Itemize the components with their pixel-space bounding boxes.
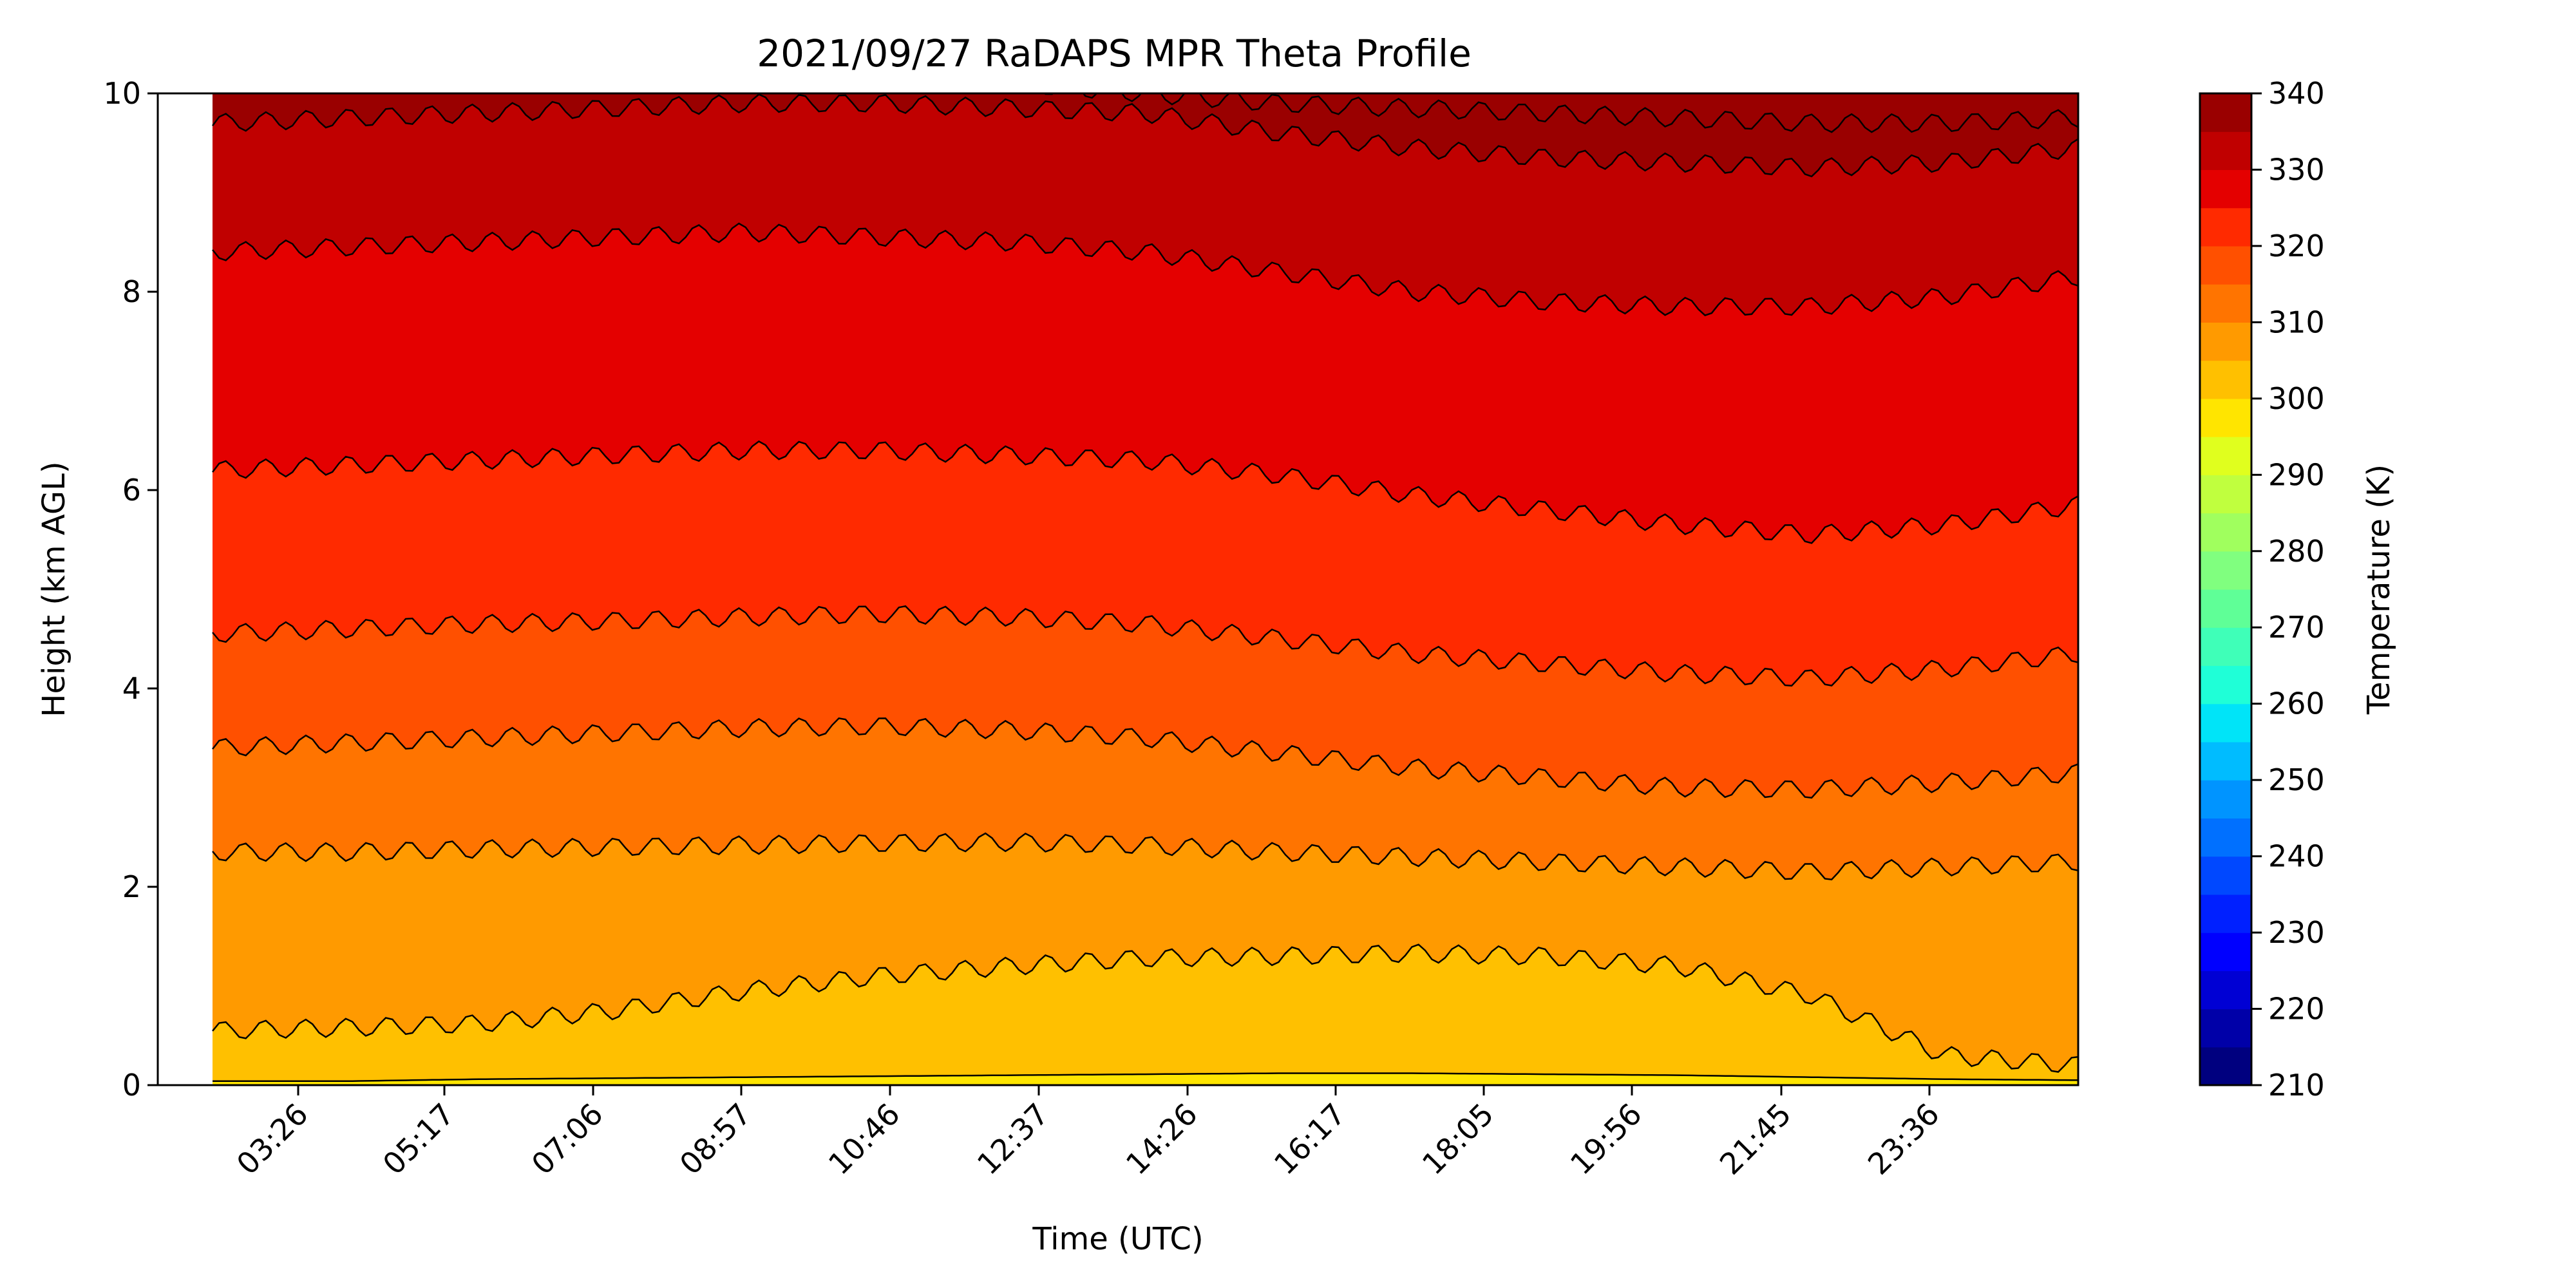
- x-axis: 03:26 05:17 07:06 08:57 10:46 12:37 14:26 16:17…: [230, 1085, 1946, 1182]
- contour-line-295: [213, 1072, 2078, 1083]
- x-axis-label: Time (UTC): [1032, 1221, 1203, 1257]
- colorbar-segment: [2200, 665, 2251, 705]
- colorbar-segment: [2200, 627, 2251, 667]
- contour-line-300: [212, 943, 2078, 1073]
- contour-line-335: [1043, 93, 2078, 133]
- x-tick-label: 18:05: [1416, 1097, 1501, 1182]
- colorbar-frame: [2199, 92, 2253, 1086]
- colorbar-tick-label: 270: [2268, 610, 2325, 645]
- colorbar-segment: [2200, 131, 2251, 171]
- x-tick-label: 16:17: [1267, 1097, 1352, 1182]
- colorbar-segment: [2200, 933, 2251, 971]
- colorbar-segment: [2200, 322, 2251, 361]
- band-340: [213, 93, 2078, 133]
- colorbar-segment: [2200, 207, 2251, 247]
- colorbar-segment: [2200, 1009, 2251, 1048]
- colorbar-segment: [2200, 856, 2251, 895]
- contour-bands: [213, 93, 2078, 1085]
- colorbar-tick-label: 300: [2268, 381, 2325, 416]
- colorbar-tick-label: 210: [2268, 1068, 2325, 1103]
- contour-line-315: [212, 605, 2078, 687]
- x-tick-label: 12:37: [971, 1097, 1056, 1182]
- colorbar-segment: [2200, 169, 2251, 209]
- colorbar-segment: [2200, 589, 2251, 628]
- colorbar-tick-label: 340: [2268, 76, 2325, 111]
- colorbar-segment: [2200, 360, 2251, 399]
- colorbar-tick-label: 220: [2268, 992, 2325, 1027]
- colorbar-tick-label: 230: [2268, 915, 2325, 950]
- colorbar-label: Temperature (K): [2361, 464, 2397, 715]
- colorbar-segment: [2200, 780, 2251, 819]
- x-tick-label: 10:46: [822, 1097, 907, 1182]
- colorbar-segment: [2200, 703, 2251, 743]
- colorbar-segment: [2200, 245, 2251, 285]
- colorbar-tick-label: 280: [2268, 534, 2325, 569]
- contour-line-305: [212, 832, 2078, 881]
- contour-line-320: [212, 440, 2078, 544]
- band-335: [213, 93, 2078, 176]
- colorbar-segment: [2200, 551, 2251, 590]
- x-tick-label: 21:45: [1713, 1097, 1798, 1182]
- y-tick-label: 6: [122, 473, 141, 507]
- x-tick-label: 03:26: [230, 1097, 315, 1182]
- x-tick-label: 23:36: [1861, 1097, 1946, 1182]
- contour-line-325: [212, 222, 2078, 317]
- y-tick-label: 4: [122, 671, 141, 706]
- contour-line-330: [212, 93, 2078, 178]
- y-axis: 0 2 4 6 8 10: [103, 76, 158, 1103]
- y-tick-label: 2: [122, 869, 141, 904]
- colorbar: 210 220 230 240 250 260 270 280 290 300 310 320 330 3…: [2199, 76, 2325, 1103]
- colorbar-tick-label: 240: [2268, 839, 2325, 874]
- y-tick-label: 8: [122, 274, 141, 309]
- colorbar-tick-label: 320: [2268, 229, 2325, 263]
- colorbar-segment: [2200, 741, 2251, 781]
- colorbar-tick-label: 330: [2268, 152, 2325, 187]
- colorbar-segment: [2200, 513, 2251, 552]
- colorbar-tick-label: 310: [2268, 305, 2325, 339]
- x-tick-label: 08:57: [673, 1097, 758, 1182]
- y-axis-label: Height (km AGL): [36, 461, 72, 717]
- colorbar-segment: [2200, 398, 2251, 437]
- colorbar-segment: [2200, 971, 2251, 1010]
- plot-area: [156, 92, 2079, 1086]
- colorbar-segment: [2200, 1046, 2251, 1086]
- colorbar-segment: [2200, 437, 2251, 475]
- chart-title: 2021/09/27 RaDAPS MPR Theta Profile: [757, 32, 1472, 75]
- y-tick-label: 10: [103, 76, 141, 111]
- contour-line-310: [212, 717, 2078, 799]
- colorbar-segment: [2200, 93, 2251, 132]
- colorbar-tick-label: 260: [2268, 687, 2325, 721]
- colorbar-tick-label: 250: [2268, 762, 2325, 797]
- colorbar-segment: [2200, 284, 2251, 323]
- plot-frame: [156, 92, 2079, 1086]
- colorbar-segment: [2200, 894, 2251, 933]
- y-tick-label: 0: [122, 1068, 141, 1103]
- colorbar-segment: [2200, 475, 2251, 514]
- x-tick-label: 07:06: [525, 1097, 610, 1182]
- x-tick-label: 19:56: [1564, 1097, 1649, 1182]
- contour-lines: [212, 93, 2078, 1083]
- x-tick-label: 14:26: [1119, 1097, 1204, 1182]
- colorbar-segment: [2200, 818, 2251, 857]
- colorbar-tick-label: 290: [2268, 457, 2325, 492]
- x-tick-label: 05:17: [376, 1097, 461, 1182]
